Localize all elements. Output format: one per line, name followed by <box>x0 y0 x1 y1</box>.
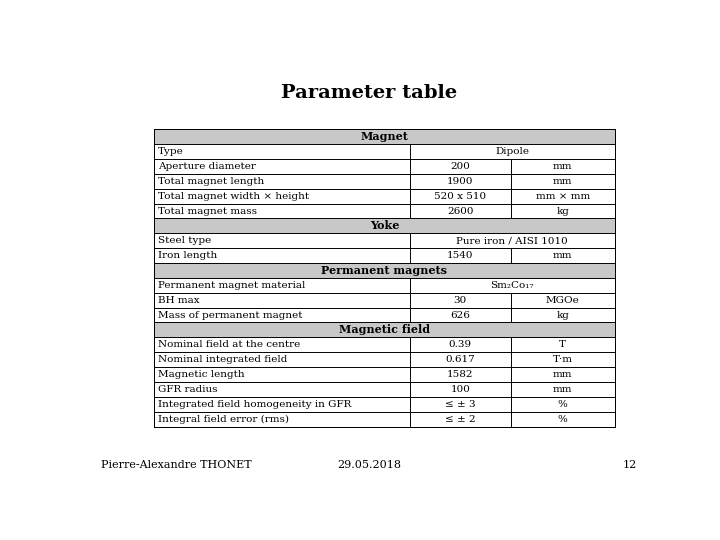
Text: Yoke: Yoke <box>369 220 399 231</box>
Text: Nominal integrated field: Nominal integrated field <box>158 355 287 364</box>
Text: 200: 200 <box>451 162 470 171</box>
Text: GFR radius: GFR radius <box>158 385 217 394</box>
Text: Magnet: Magnet <box>361 131 408 142</box>
Text: 0.617: 0.617 <box>446 355 475 364</box>
Text: 2600: 2600 <box>447 206 474 215</box>
Text: %: % <box>558 400 567 409</box>
Text: mm × mm: mm × mm <box>536 192 590 201</box>
Text: 520 x 510: 520 x 510 <box>434 192 487 201</box>
Text: mm: mm <box>553 177 572 186</box>
Text: Dipole: Dipole <box>495 147 529 156</box>
Text: Total magnet length: Total magnet length <box>158 177 264 186</box>
Text: ≤ ± 3: ≤ ± 3 <box>445 400 476 409</box>
Text: Total magnet mass: Total magnet mass <box>158 206 257 215</box>
Bar <box>154 322 615 338</box>
Text: 1900: 1900 <box>447 177 474 186</box>
Text: Sm₂Co₁₇: Sm₂Co₁₇ <box>490 281 534 290</box>
Text: Parameter table: Parameter table <box>281 84 457 102</box>
Text: Pierre-Alexandre THONET: Pierre-Alexandre THONET <box>101 460 252 470</box>
Text: 30: 30 <box>454 296 467 305</box>
Text: %: % <box>558 415 567 423</box>
Bar <box>154 411 615 427</box>
Bar <box>154 204 615 219</box>
Bar <box>154 248 615 263</box>
Text: Permanent magnet material: Permanent magnet material <box>158 281 305 290</box>
Text: BH max: BH max <box>158 296 199 305</box>
Bar <box>154 397 615 411</box>
Text: Total magnet width × height: Total magnet width × height <box>158 192 309 201</box>
Text: Pure iron / AISI 1010: Pure iron / AISI 1010 <box>456 236 568 245</box>
Bar <box>154 382 615 397</box>
Text: 1582: 1582 <box>447 370 474 379</box>
Text: Integrated field homogeneity in GFR: Integrated field homogeneity in GFR <box>158 400 351 409</box>
Bar <box>154 278 615 293</box>
Bar <box>154 367 615 382</box>
Bar <box>154 263 615 278</box>
Text: 29.05.2018: 29.05.2018 <box>337 460 401 470</box>
Bar <box>154 338 615 352</box>
Text: Nominal field at the centre: Nominal field at the centre <box>158 340 300 349</box>
Text: ≤ ± 2: ≤ ± 2 <box>445 415 476 423</box>
Bar <box>154 129 615 427</box>
Bar <box>154 233 615 248</box>
Text: kg: kg <box>557 310 570 320</box>
Text: Type: Type <box>158 147 184 156</box>
Text: Magnetic field: Magnetic field <box>339 325 430 335</box>
Bar <box>154 129 615 144</box>
Bar <box>154 144 615 159</box>
Bar <box>154 308 615 322</box>
Text: Magnetic length: Magnetic length <box>158 370 245 379</box>
Text: 626: 626 <box>451 310 470 320</box>
Bar <box>154 293 615 308</box>
Text: Mass of permanent magnet: Mass of permanent magnet <box>158 310 302 320</box>
Text: mm: mm <box>553 385 572 394</box>
Bar <box>154 174 615 188</box>
Text: 12: 12 <box>623 460 637 470</box>
Text: 100: 100 <box>451 385 470 394</box>
Text: Integral field error (rms): Integral field error (rms) <box>158 415 289 424</box>
Bar <box>154 352 615 367</box>
Text: T·m: T·m <box>553 355 572 364</box>
Bar <box>154 188 615 204</box>
Text: T: T <box>559 340 566 349</box>
Text: mm: mm <box>553 370 572 379</box>
Text: kg: kg <box>557 206 570 215</box>
Bar <box>154 219 615 233</box>
Text: Iron length: Iron length <box>158 251 217 260</box>
Text: 1540: 1540 <box>447 251 474 260</box>
Text: Permanent magnets: Permanent magnets <box>321 265 447 276</box>
Text: 0.39: 0.39 <box>449 340 472 349</box>
Text: mm: mm <box>553 251 572 260</box>
Text: Aperture diameter: Aperture diameter <box>158 162 256 171</box>
Text: Steel type: Steel type <box>158 236 212 245</box>
Text: mm: mm <box>553 162 572 171</box>
Text: MGOe: MGOe <box>546 296 580 305</box>
Bar <box>154 159 615 174</box>
